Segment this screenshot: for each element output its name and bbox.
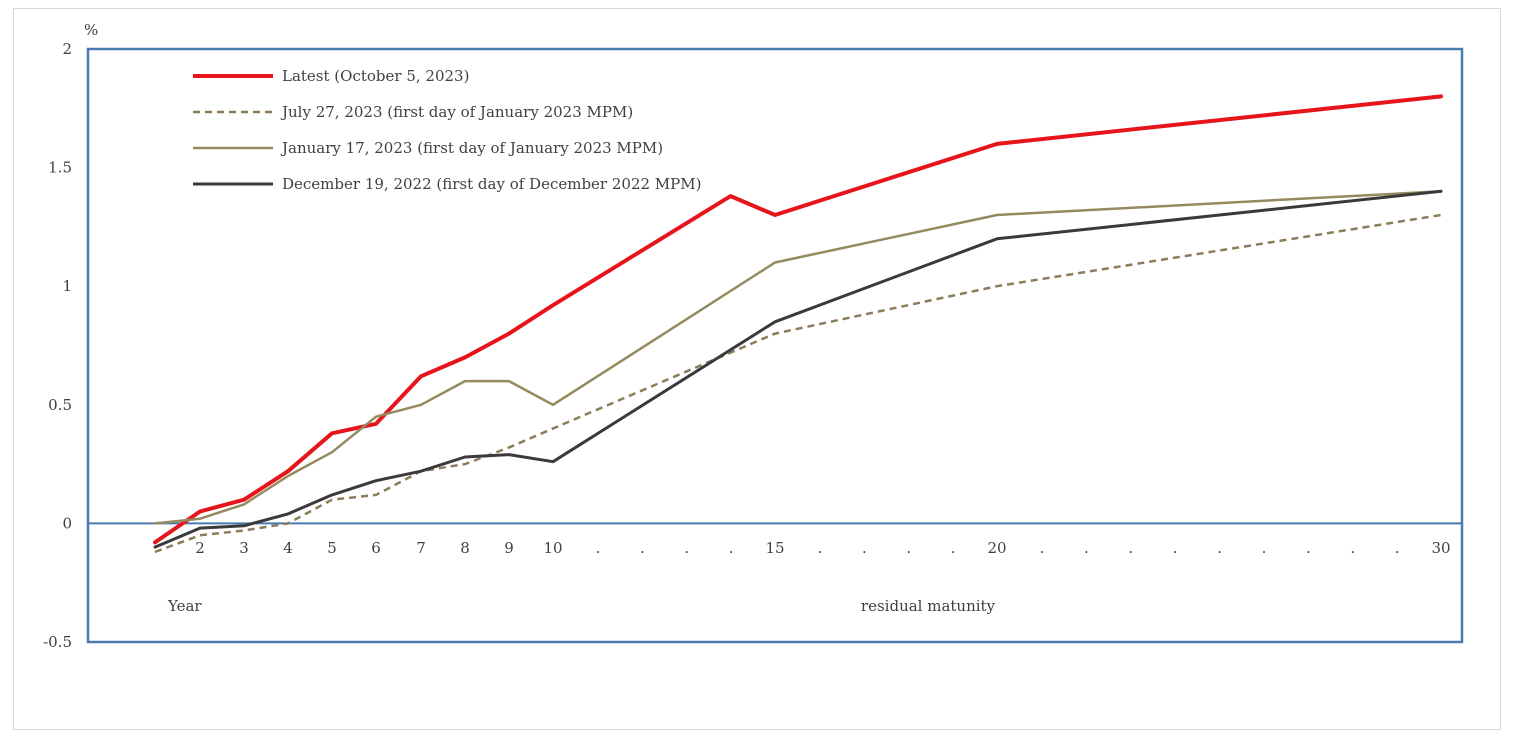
x-tick-label: . <box>1262 539 1267 557</box>
x-tick-label: . <box>1084 539 1089 557</box>
x-tick-label: 5 <box>327 539 337 557</box>
x-tick-label: 4 <box>283 539 293 557</box>
plot-layer <box>86 47 1464 644</box>
x-tick-label: 6 <box>371 539 381 557</box>
y-tick-label: 1.5 <box>48 159 72 177</box>
x-tick-label: . <box>951 539 956 557</box>
x-tick-label: . <box>1395 539 1400 557</box>
x-tick-label: . <box>818 539 823 557</box>
legend: Latest (October 5, 2023) July 27, 2023 (f… <box>193 67 701 193</box>
x-axis-title: residual matunity <box>861 597 996 615</box>
chart-frame <box>13 8 1501 730</box>
x-tick-label: 30 <box>1431 539 1450 557</box>
legend-label-0: Latest (October 5, 2023) <box>282 67 469 85</box>
y-tick-label: 2 <box>62 40 72 58</box>
x-unit-label: Year <box>167 597 202 615</box>
y-tick-label: 0 <box>62 514 72 532</box>
x-tick-label: 3 <box>239 539 249 557</box>
y-tick-label: 1 <box>62 277 72 295</box>
x-tick-label: . <box>1040 539 1045 557</box>
series-line-2 <box>153 190 1443 525</box>
x-tick-label: . <box>729 539 734 557</box>
y-unit-label: % <box>84 21 98 39</box>
x-tick-label: . <box>1173 539 1178 557</box>
x-tick-label: 15 <box>765 539 784 557</box>
y-tick-label: -0.5 <box>43 633 72 651</box>
x-tick-label: . <box>684 539 689 557</box>
x-tick-label: 20 <box>987 539 1006 557</box>
x-tick-label: . <box>862 539 867 557</box>
x-tick-label: . <box>596 539 601 557</box>
x-tick-label: . <box>906 539 911 557</box>
x-tick-label: 10 <box>543 539 562 557</box>
x-tick-label: . <box>1217 539 1222 557</box>
x-tick-label: 9 <box>504 539 514 557</box>
series-line-3 <box>153 189 1443 549</box>
axis-layer: 2 1.5 1 0.5 0 -0.5 2 3 4 5 6 7 8 9 10.... 15.... 20.....… <box>43 40 1450 651</box>
series-line-0 <box>153 94 1443 545</box>
series-line-1 <box>154 213 1442 554</box>
legend-label-2: January 17, 2023 (first day of January 2… <box>280 139 663 157</box>
x-tick-label: 7 <box>416 539 426 557</box>
plot-area-border <box>86 47 1464 644</box>
legend-label-1: July 27, 2023 (first day of January 2023… <box>280 103 633 121</box>
x-tick-label: 2 <box>195 539 205 557</box>
x-tick-label: . <box>640 539 645 557</box>
legend-label-3: December 19, 2022 (first day of December… <box>282 175 701 193</box>
x-tick-label: . <box>1128 539 1133 557</box>
y-tick-label: 0.5 <box>48 396 72 414</box>
x-tick-label: 8 <box>460 539 470 557</box>
series-layer <box>153 94 1443 554</box>
x-tick-label: . <box>1350 539 1355 557</box>
x-tick-label: . <box>1306 539 1311 557</box>
